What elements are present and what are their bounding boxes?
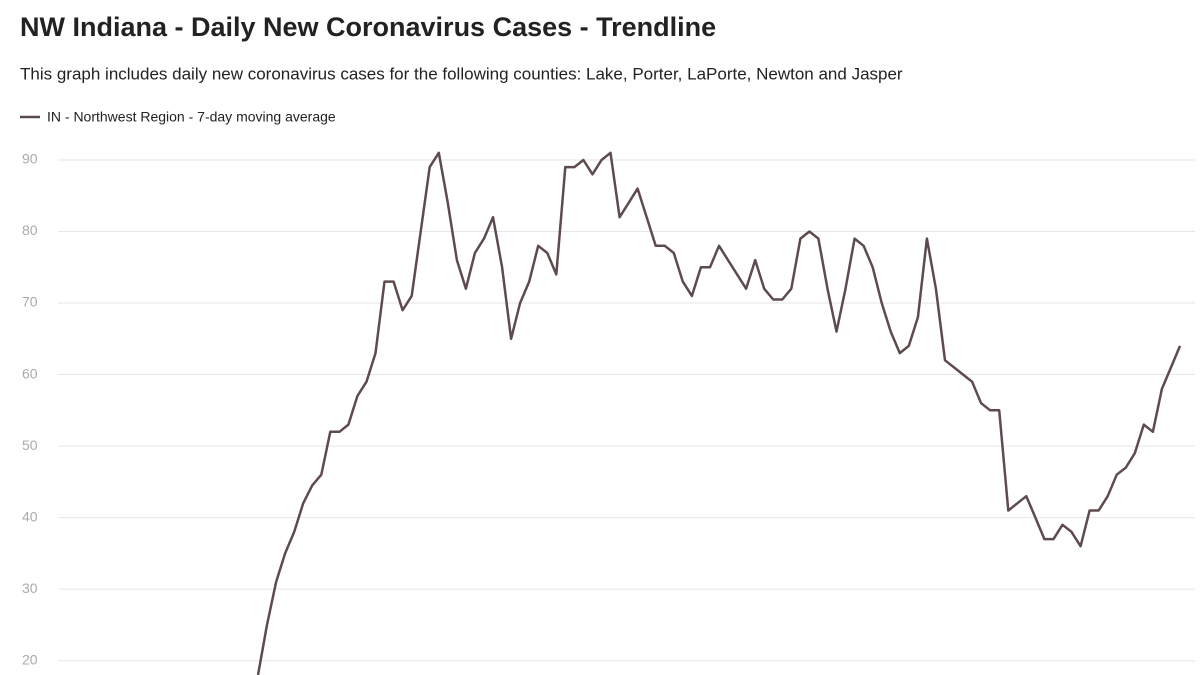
chart-subtitle: This graph includes daily new coronaviru… [20,64,903,83]
y-tick-label: 20 [22,651,38,667]
y-tick-label: 30 [22,580,38,596]
y-tick-label: 70 [22,294,38,310]
y-tick-label: 80 [22,222,38,238]
line-series [256,151,1182,675]
chart-title: NW Indiana - Daily New Coronavirus Cases… [20,12,716,42]
y-tick-label: 60 [22,365,38,381]
y-tick-label: 40 [22,508,38,524]
y-tick-label: 90 [22,151,38,167]
legend-label: IN - Northwest Region - 7-day moving ave… [47,109,336,125]
y-tick-label: 50 [22,437,38,453]
